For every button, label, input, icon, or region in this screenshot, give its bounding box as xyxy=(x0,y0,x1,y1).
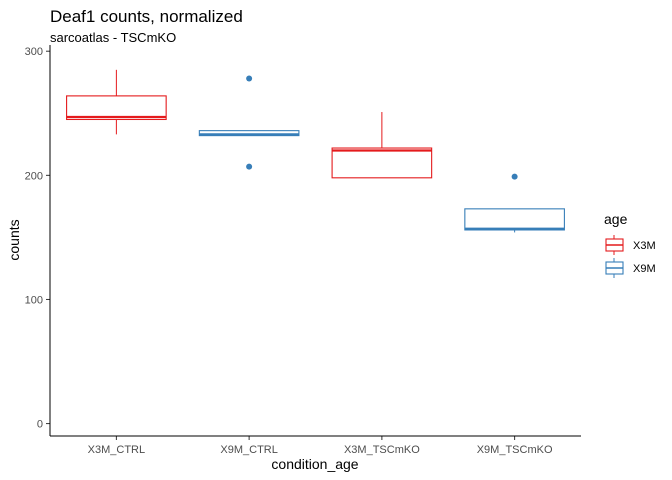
x-tick-label: X3M_CTRL xyxy=(88,444,145,456)
outlier-point xyxy=(246,75,253,82)
box-X9M_TSCmKO xyxy=(464,173,565,233)
x-tick-label: X3M_TSCmKO xyxy=(344,444,420,456)
chart-subtitle: sarcoatlas - TSCmKO xyxy=(50,30,176,45)
legend-label: X9M xyxy=(633,263,656,275)
box-body xyxy=(66,95,167,121)
chart-title: Deaf1 counts, normalized xyxy=(50,7,243,26)
y-tick-label: 200 xyxy=(25,170,43,182)
y-tick-label: 300 xyxy=(25,46,43,58)
box-X3M_TSCmKO xyxy=(331,112,433,179)
box-body xyxy=(331,147,433,179)
y-axis-title: counts xyxy=(6,219,22,260)
legend: X3M X9M xyxy=(605,235,656,278)
x-axis-title: condition_age xyxy=(271,456,358,472)
legend-label: X3M xyxy=(633,240,656,252)
box-body xyxy=(464,208,565,231)
x-tick-label: X9M_TSCmKO xyxy=(477,444,553,456)
plot-area: 0 100 200 300 X3M_CTRL X9M_CTRL X3M_TSCmKO X9M_… xyxy=(25,46,565,456)
x-tick-label: X9M_CTRL xyxy=(220,444,277,456)
legend-item-X3M: X3M xyxy=(605,235,656,255)
box-X9M_CTRL xyxy=(198,75,300,170)
box-body xyxy=(198,130,300,137)
outlier-point xyxy=(511,173,518,180)
outlier-point xyxy=(246,163,253,170)
y-tick-label: 0 xyxy=(37,419,43,431)
legend-title: age xyxy=(604,211,628,227)
y-tick-label: 100 xyxy=(25,294,43,306)
box-X3M_CTRL xyxy=(66,69,167,135)
legend-item-X9M: X9M xyxy=(605,258,656,278)
